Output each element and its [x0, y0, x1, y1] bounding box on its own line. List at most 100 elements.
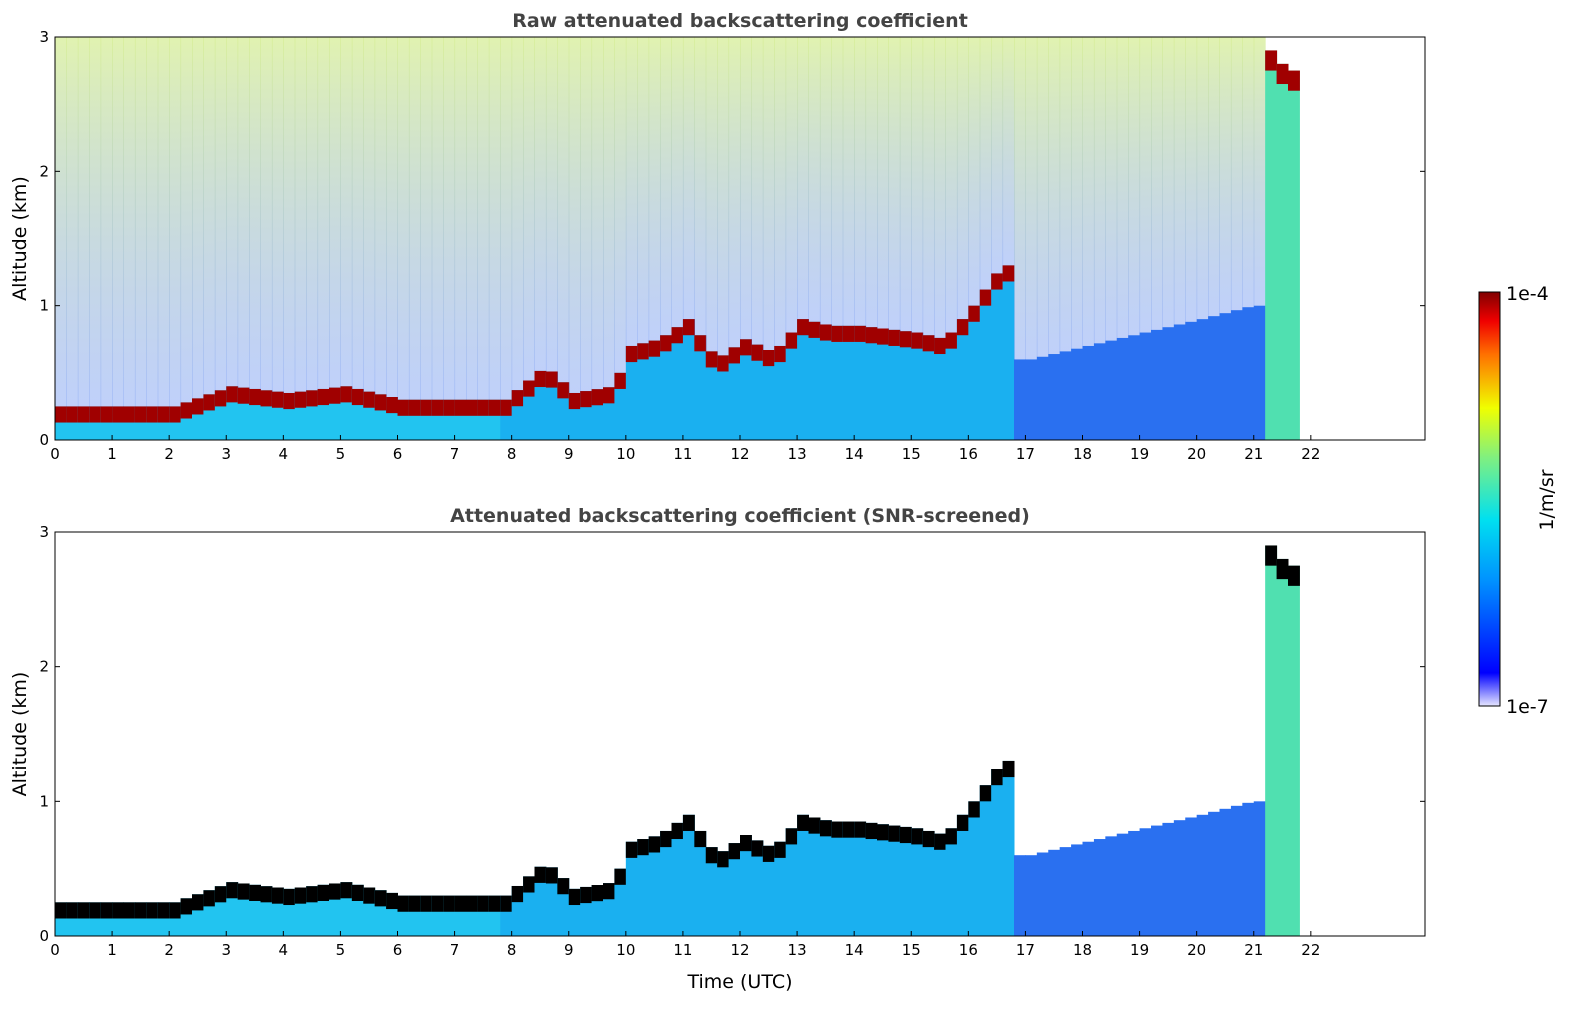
noise-cell: [237, 37, 250, 388]
layer-top-cell: [66, 902, 79, 919]
noise-cell: [477, 37, 490, 400]
boundary-layer-cell: [317, 884, 330, 936]
x-tick-label: 5: [336, 941, 346, 959]
layer-top-cell: [774, 345, 787, 363]
noise-cell: [557, 37, 570, 383]
noise-cell: [968, 37, 981, 306]
layer-top-cell: [660, 830, 672, 848]
x-tick-label: 11: [673, 445, 692, 463]
boundary-layer-cell: [55, 902, 67, 936]
noise-cell: [1048, 37, 1061, 355]
boundary-layer-cell: [591, 389, 604, 440]
noise-cell: [717, 37, 730, 356]
layer-top-cell: [534, 370, 547, 388]
colorbar-gradient: [1478, 291, 1501, 707]
boundary-layer-cell: [911, 332, 924, 440]
layer-top-cell: [123, 406, 136, 423]
boundary-layer-cell: [956, 319, 969, 440]
layer-top-cell: [146, 406, 159, 423]
layer-top-cell: [808, 817, 821, 834]
layer-top-cell: [934, 337, 946, 355]
layer-top-cell: [306, 390, 319, 407]
boundary-layer-cell: [226, 386, 239, 440]
boundary-layer-cell: [77, 406, 90, 440]
noise-cell: [226, 37, 239, 387]
boundary-layer-cell: [134, 406, 147, 440]
layer-top-cell: [545, 371, 558, 388]
noise-cell: [740, 37, 752, 340]
noise-cell: [466, 37, 478, 400]
boundary-layer-cell: [340, 882, 353, 936]
layer-top-cell: [545, 867, 558, 884]
aerosol-cell: [1036, 852, 1049, 936]
layer-top-cell: [237, 387, 250, 404]
boundary-layer-cell: [317, 388, 330, 440]
noise-cell: [568, 37, 581, 393]
layer-top-cell: [648, 836, 661, 853]
boundary-layer-cell: [283, 888, 296, 936]
layer-top-cell: [500, 399, 513, 416]
noise-cell: [580, 37, 593, 392]
boundary-layer-cell: [203, 394, 216, 440]
noise-cell: [123, 37, 136, 407]
layer-top-cell: [523, 876, 535, 893]
noise-cell: [443, 37, 456, 400]
boundary-layer-cell: [294, 391, 307, 440]
boundary-layer-cell: [249, 884, 261, 936]
layer-top-cell: [386, 892, 398, 910]
x-tick-label: 1: [107, 941, 117, 959]
boundary-layer-cell: [717, 851, 730, 936]
layer-top-cell: [956, 319, 969, 336]
layer-top-cell: [351, 884, 364, 901]
noise-cell: [545, 37, 558, 372]
layer-top-cell: [146, 902, 159, 919]
noise-cell: [797, 37, 809, 320]
layer-top-cell: [671, 327, 684, 344]
boundary-layer-cell: [911, 828, 924, 936]
noise-cell: [1139, 37, 1152, 333]
noise-cell: [774, 37, 787, 346]
boundary-layer-cell: [146, 406, 159, 440]
noise-cell: [1196, 37, 1209, 320]
layer-top-cell: [785, 332, 798, 349]
layer-top-cell: [157, 902, 170, 919]
layer-top-cell: [854, 325, 867, 342]
aerosol-cell: [1082, 345, 1095, 440]
layer-top-cell: [169, 902, 182, 919]
y-axis-label: Altitude (km): [9, 672, 31, 797]
cloud-layer-cell: [1276, 558, 1289, 580]
x-tick-label: 4: [279, 445, 289, 463]
noise-cell: [169, 37, 182, 407]
layer-top-cell: [580, 886, 593, 904]
layer-top-cell: [431, 895, 444, 912]
layer-top-cell: [819, 820, 832, 837]
layer-top-cell: [55, 406, 67, 423]
boundary-layer-cell: [751, 344, 764, 440]
boundary-layer-cell: [363, 391, 376, 440]
boundary-layer-cell: [717, 355, 730, 440]
x-tick-label: 6: [393, 445, 403, 463]
boundary-layer-cell: [740, 835, 752, 936]
boundary-layer-cell: [660, 335, 672, 440]
aerosol-cell: [1242, 802, 1255, 936]
cloud-column-cell: [1288, 565, 1300, 936]
layer-top-cell: [397, 895, 410, 912]
boundary-layer-cell: [831, 325, 844, 440]
noise-cell: [294, 37, 307, 392]
boundary-layer-cell: [682, 319, 695, 440]
cloud-column-cell: [1265, 50, 1278, 440]
y-tick-label: 0: [39, 927, 49, 945]
boundary-layer-cell: [500, 399, 513, 440]
cloud-layer-cell: [1288, 70, 1300, 91]
boundary-layer-cell: [922, 335, 935, 440]
boundary-layer-cell: [637, 839, 650, 936]
boundary-layer-cell: [466, 895, 478, 936]
noise-cell: [1002, 37, 1015, 266]
boundary-layer-cell: [762, 349, 775, 440]
layer-top-cell: [922, 335, 935, 352]
layer-top-cell: [660, 335, 672, 352]
boundary-layer-cell: [55, 406, 67, 440]
layer-top-cell: [134, 902, 147, 919]
boundary-layer-cell: [774, 345, 787, 440]
x-tick-label: 15: [902, 941, 921, 959]
